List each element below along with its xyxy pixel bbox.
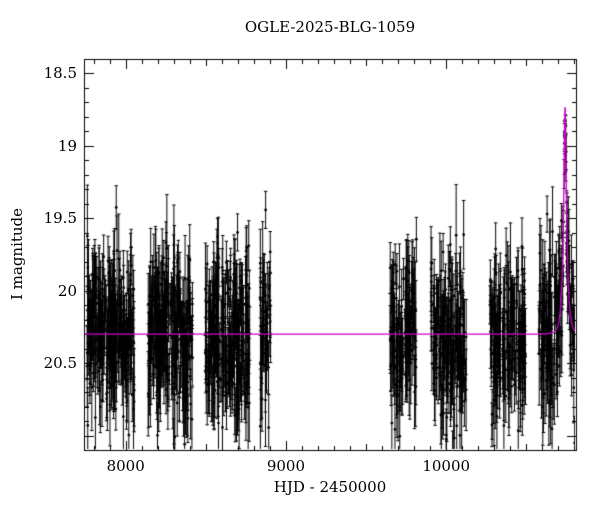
y-tick-label: 18.5 — [43, 64, 77, 83]
y-tick-label: 19.5 — [43, 209, 77, 228]
x-tick-label: 8000 — [106, 457, 145, 475]
x-tick-label: 10000 — [422, 457, 471, 475]
y-tick-label: 20 — [57, 281, 77, 300]
y-tick-label: 20.5 — [43, 354, 77, 373]
x-tick-label: 9000 — [266, 457, 306, 475]
chart-title: OGLE-2025-BLG-1059 — [244, 18, 416, 36]
y-axis-label: I magnitude — [8, 207, 26, 301]
x-axis-label: HJD - 2450000 — [273, 478, 387, 496]
y-tick-label: 19 — [57, 136, 77, 155]
